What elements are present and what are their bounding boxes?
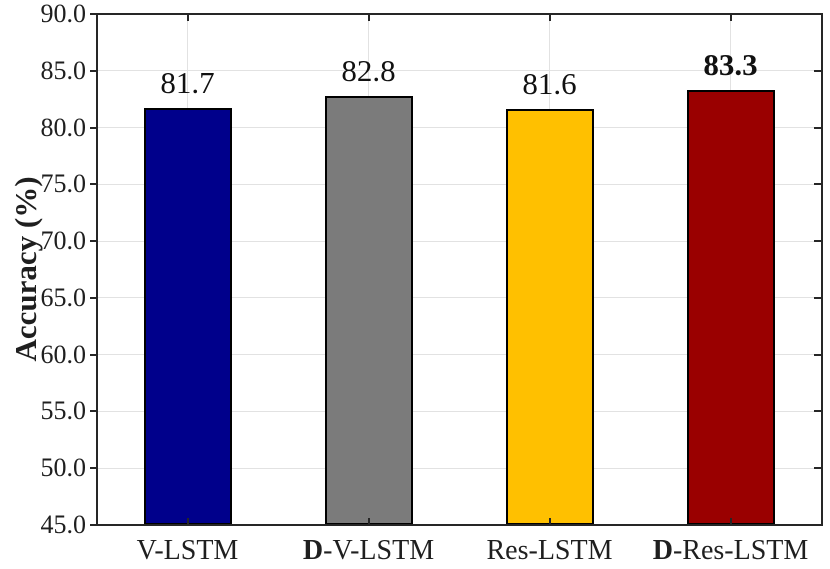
x-category-label: D-V-LSTM: [302, 535, 435, 566]
y-gridline: [97, 240, 821, 242]
bar-V-LSTM: [143, 108, 232, 525]
y-tick-left: [90, 524, 97, 526]
bar-D-V-LSTM: [324, 95, 413, 525]
y-tick-label: 45.0: [40, 510, 87, 539]
y-gridline: [97, 297, 821, 299]
y-tick-label: 75.0: [40, 169, 87, 199]
bar-value-label: 83.3: [703, 47, 758, 83]
bar-value-label: 82.8: [341, 52, 396, 88]
y-tick-left: [90, 353, 97, 356]
y-gridline: [97, 410, 821, 412]
x-tick-top: [729, 14, 732, 21]
y-tick-left: [90, 467, 97, 470]
y-tick-right: [814, 467, 821, 470]
x-tick-bottom: [548, 518, 551, 525]
x-category-label: D-Res-LSTM: [652, 535, 809, 566]
y-tick-left: [90, 183, 97, 186]
x-tick-bottom: [729, 518, 732, 525]
y-tick-right: [814, 183, 821, 186]
y-gridline: [97, 127, 821, 129]
bar-Res-LSTM: [505, 109, 594, 525]
y-tick-label: 85.0: [40, 55, 87, 85]
y-tick-label: 55.0: [40, 396, 87, 426]
y-tick-label: 80.0: [40, 112, 87, 142]
bold-d-prefix: D: [652, 535, 673, 566]
y-tick-label: 65.0: [40, 282, 87, 312]
y-tick-left: [90, 126, 97, 129]
y-tick-right: [814, 410, 821, 413]
bar-value-label: 81.6: [522, 66, 577, 102]
y-tick-label: 50.0: [40, 453, 87, 483]
y-tick-left: [90, 410, 97, 413]
y-tick-left: [90, 69, 97, 72]
y-tick-left: [90, 13, 97, 15]
y-tick-right: [814, 353, 821, 356]
y-tick-label: 60.0: [40, 339, 87, 369]
y-tick-right: [814, 296, 821, 299]
y-tick-right: [814, 240, 821, 243]
x-tick-top: [367, 14, 370, 21]
x-tick-bottom: [367, 518, 370, 525]
bar-value-label: 81.7: [160, 65, 215, 101]
y-tick-right: [814, 126, 821, 129]
y-tick-left: [90, 240, 97, 243]
x-tick-top: [186, 14, 189, 21]
x-category-label: Res-LSTM: [486, 535, 613, 566]
bar-D-Res-LSTM: [686, 90, 775, 525]
y-tick-right: [814, 69, 821, 72]
y-tick-label: 70.0: [40, 226, 87, 256]
y-gridline: [97, 354, 821, 356]
bold-d-prefix: D: [302, 535, 324, 566]
x-category-label: V-LSTM: [136, 535, 239, 566]
y-tick-label: 90.0: [40, 0, 87, 28]
y-gridline: [97, 183, 821, 185]
x-tick-top: [548, 14, 551, 21]
y-gridline: [97, 70, 821, 72]
x-tick-bottom: [186, 518, 189, 525]
y-tick-left: [90, 296, 97, 299]
y-gridline: [97, 467, 821, 469]
